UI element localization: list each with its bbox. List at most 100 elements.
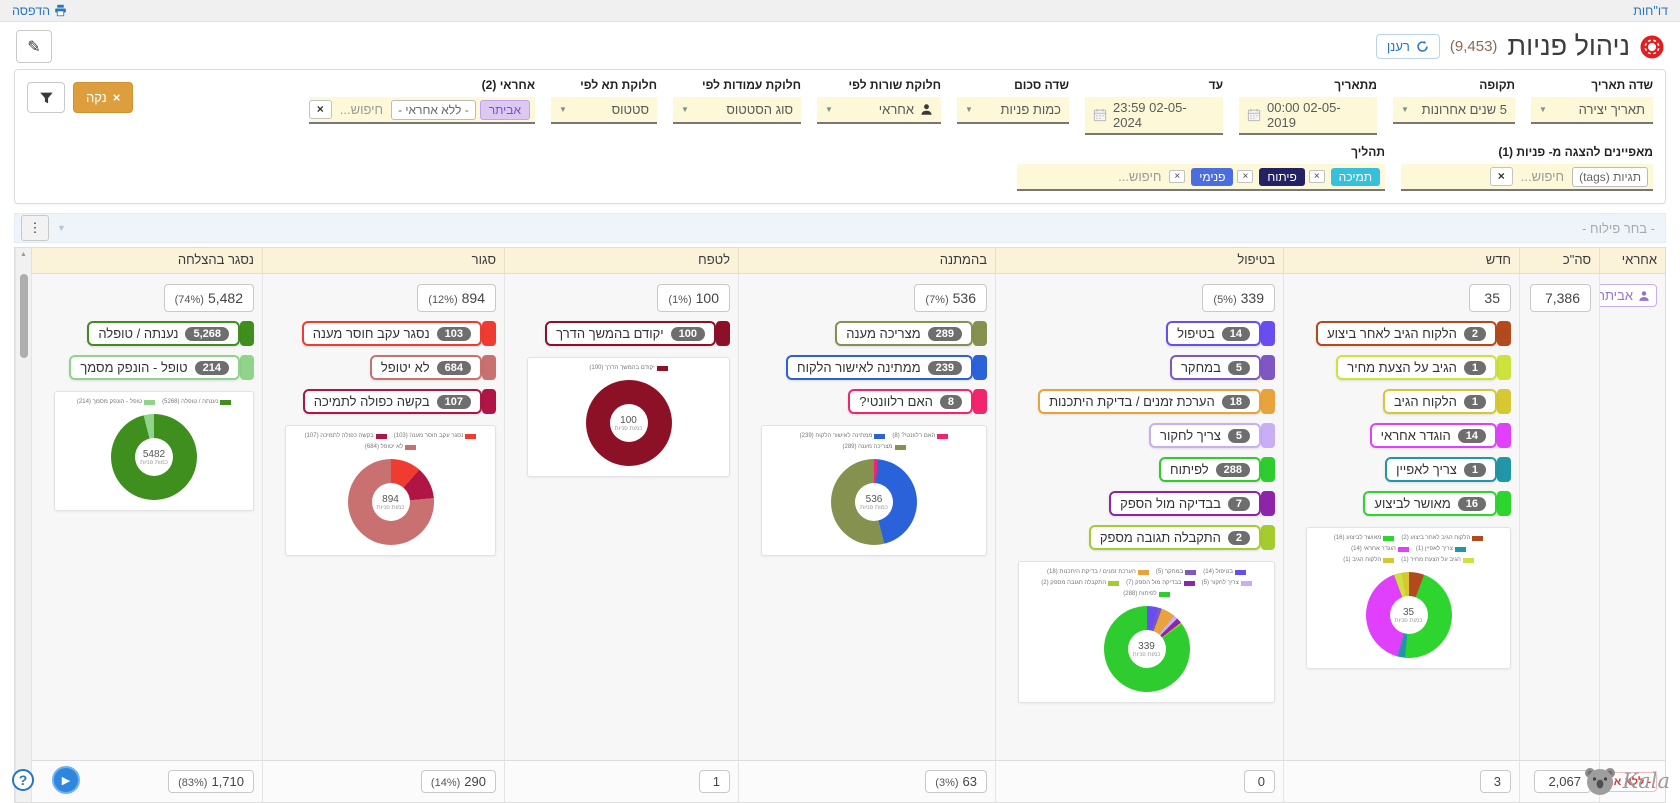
pivot-select[interactable]: - בחר פילוח - — [1582, 220, 1655, 236]
reports-link-label: דו"חות — [1633, 3, 1668, 18]
status-badge[interactable]: 5 במחקר — [1169, 355, 1275, 380]
status-badge[interactable]: 16 מאושר לביצוע — [1363, 491, 1511, 516]
calendar-icon — [1093, 108, 1107, 122]
cell-total-box[interactable]: 1 — [698, 770, 730, 793]
attributes-tag-input[interactable]: תגיות (tags) חיפוש... × — [1401, 164, 1653, 191]
filter-funnel-button[interactable] — [27, 82, 65, 113]
clear-filters-button[interactable]: × נקה — [73, 82, 134, 113]
help-button[interactable]: ? — [12, 769, 34, 791]
period-value: 5 שנים אחרונות — [1421, 102, 1507, 117]
legend-swatch — [1383, 536, 1395, 541]
status-badge[interactable]: 1 הגיב על הצעת מחיר — [1336, 355, 1511, 380]
status-badge[interactable]: 5,268 נענתה / טופלה — [87, 321, 254, 346]
remove-tag-icon[interactable]: × — [1237, 170, 1254, 183]
tutorial-video-button[interactable]: ▶ — [52, 766, 80, 794]
process-tag[interactable]: פנימי — [1191, 167, 1234, 186]
vertical-scrollbar[interactable]: ▲ — [15, 248, 31, 802]
filter-label: תקופה — [1479, 78, 1515, 92]
tags-attribute-tag[interactable]: תגיות (tags) — [1572, 166, 1648, 187]
cell-total: 7,386 — [1519, 274, 1599, 760]
period-select[interactable]: 5 שנים אחרונות ▼ — [1393, 97, 1515, 124]
donut-hole: 894 כמות פניות — [371, 483, 410, 521]
badge-color-bar — [482, 355, 496, 380]
donut-center-label: כמות פניות — [376, 504, 405, 511]
from-date-input[interactable]: 00:00 02-05-2019 — [1239, 97, 1377, 135]
clear-field-icon[interactable]: × — [308, 99, 332, 120]
status-badge[interactable]: 684 לא יטופל — [369, 355, 496, 380]
remove-tag-icon[interactable]: × — [1308, 170, 1325, 183]
badge-box: 2 הלקוח הגיב לאחר ביצוע — [1316, 321, 1497, 346]
cell-total-box[interactable]: 2,067 — [1534, 770, 1591, 793]
edit-button[interactable]: ✎ — [16, 30, 52, 63]
status-badge[interactable]: 14 בטיפול — [1166, 321, 1275, 346]
date-field-select[interactable]: תאריך יצירה ▼ — [1531, 97, 1653, 124]
process-tag[interactable]: פיתוח — [1259, 167, 1305, 186]
status-badge[interactable]: 18 הערכת זמנים / בדיקת היתכנות — [1038, 389, 1275, 414]
status-badge[interactable]: 1 הלקוח הגיב — [1383, 389, 1511, 414]
assignee2-tag-input[interactable]: אביתר - ללא אחראי - חיפוש... × — [308, 97, 535, 124]
columns-by-select[interactable]: סוג הסטטוס ▼ — [673, 97, 801, 124]
cell-total-box[interactable]: 1,710 (83%) — [168, 770, 254, 793]
cell-total-box[interactable]: 3 — [1479, 770, 1511, 793]
cell-total-box[interactable]: 5,482 (74%) — [163, 284, 254, 312]
pivot-bar: - בחר פילוח - ⋮ ▼ — [14, 213, 1666, 243]
badge-box: 103 נסגר עקב חוסר מענה — [301, 321, 482, 346]
cell-total-box[interactable]: 536 (7%) — [914, 284, 987, 312]
status-badge[interactable]: 2 הלקוח הגיב לאחר ביצוע — [1316, 321, 1511, 346]
badge-count: 7 — [1227, 496, 1250, 511]
cell-total-box[interactable]: 7,386 — [1529, 284, 1591, 312]
no-assignee-tag[interactable]: - ללא אחראי - — [391, 99, 476, 120]
rows-by-select[interactable]: אחראי ▼ — [817, 97, 941, 124]
status-badge[interactable]: 7 בבדיקה מול הספק — [1109, 491, 1275, 516]
total-value: 63 — [962, 774, 977, 789]
chevron-down-icon[interactable]: ▼ — [57, 223, 66, 233]
process-tag[interactable]: תמיכה — [1330, 167, 1380, 186]
print-link[interactable]: הדפסה — [12, 4, 67, 18]
cell-total-box[interactable]: 290 (14%) — [420, 770, 496, 793]
cell-total-box[interactable]: 35 — [1469, 284, 1511, 312]
status-badge[interactable]: 100 יקודם בהמשך הדרך — [545, 321, 730, 346]
status-badge[interactable]: 1 צריך לאפיין — [1385, 457, 1511, 482]
reports-link[interactable]: דו"חות — [1633, 4, 1668, 18]
status-badge[interactable]: 8 האם רלוונטי? — [848, 389, 987, 414]
person-icon — [1638, 290, 1650, 302]
sum-field-select[interactable]: כמות פניות ▼ — [957, 97, 1069, 124]
badge-label: בטיפול — [1177, 326, 1215, 341]
badge-count: 107 — [436, 394, 471, 409]
status-badge[interactable]: 107 בקשה כפולה לתמיכה — [302, 389, 496, 414]
legend-swatch — [220, 400, 232, 405]
badge-count: 103 — [436, 326, 471, 341]
status-badge[interactable]: 288 לפיתוח — [1159, 457, 1275, 482]
pivot-menu-button[interactable]: ⋮ — [21, 215, 49, 241]
cell-total-box[interactable]: 100 (1%) — [657, 284, 730, 312]
cell-total-box[interactable]: 63 (3%) — [925, 770, 987, 793]
badge-box: 288 לפיתוח — [1159, 457, 1261, 482]
column-header-closed: סגור — [262, 248, 504, 274]
status-badge[interactable]: 5 צריך לחקור — [1149, 423, 1275, 448]
status-badge[interactable]: 14 הוגדר אחראי — [1369, 423, 1511, 448]
scrollbar-thumb[interactable] — [20, 274, 28, 358]
cell-by-select[interactable]: סטטוס ▼ — [551, 97, 657, 124]
status-badge[interactable]: 214 טופל - הונפק מסמך — [69, 355, 254, 380]
cell-total-box[interactable]: 0 — [1243, 770, 1275, 793]
donut-center-label: כמות פניות — [1132, 651, 1161, 658]
status-badge[interactable]: 239 ממתינה לאישור הלקוח — [786, 355, 987, 380]
to-date-input[interactable]: 23:59 02-05-2024 — [1085, 97, 1223, 135]
assignee-tag[interactable]: אביתר — [479, 99, 530, 120]
status-badge[interactable]: 289 מצריכה מענה — [835, 321, 987, 346]
clear-field-icon[interactable]: × — [1489, 166, 1513, 187]
process-tag-input[interactable]: תמיכה × פיתוח × פנימי × חיפוש... — [1017, 164, 1385, 191]
cell-total-box[interactable]: 894 (12%) — [417, 284, 496, 312]
scroll-up-icon[interactable]: ▲ — [20, 251, 27, 258]
columns-by-value: סוג הסטטוס — [726, 102, 793, 117]
remove-tag-icon[interactable]: × — [1169, 170, 1186, 183]
refresh-button[interactable]: רענן — [1375, 34, 1440, 59]
status-badge[interactable]: 103 נסגר עקב חוסר מענה — [301, 321, 496, 346]
filter-attributes: מאפיינים להצגה מ- פניות (1) תגיות (tags)… — [1401, 145, 1653, 191]
totals-cell-total: 2,067 — [1519, 760, 1599, 802]
koala-logo-icon[interactable] — [1584, 765, 1616, 797]
status-badge[interactable]: 2 התקבלה תגובה מספק — [1088, 525, 1275, 550]
cell-total-box[interactable]: 339 (5%) — [1202, 284, 1275, 312]
donut-center-value: 536 — [865, 493, 883, 505]
assignee-row-pill[interactable]: אביתר — [1600, 284, 1657, 307]
